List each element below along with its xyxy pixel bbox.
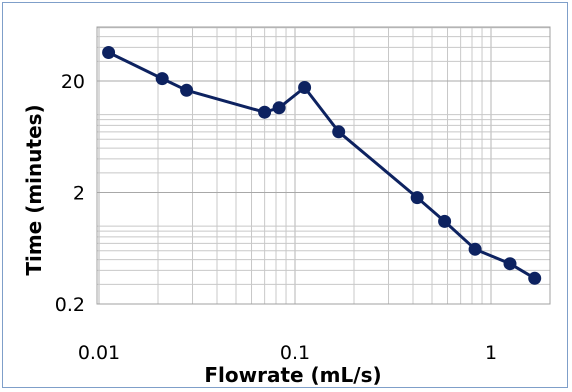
data-point bbox=[332, 125, 346, 139]
data-point bbox=[438, 214, 452, 228]
series bbox=[102, 46, 542, 285]
y-axis-title: Time (minutes) bbox=[22, 104, 46, 275]
data-point bbox=[298, 81, 312, 94]
data-point bbox=[528, 271, 542, 285]
data-point bbox=[468, 242, 482, 256]
data-point bbox=[102, 46, 116, 59]
data-point bbox=[410, 191, 424, 205]
data-point bbox=[503, 257, 517, 271]
x-axis-title: Flowrate (mL/s) bbox=[204, 363, 381, 387]
y-tick-label: 0.2 bbox=[55, 294, 85, 316]
data-point bbox=[272, 101, 286, 115]
plot-area-border bbox=[96, 26, 551, 305]
y-tick-label: 20 bbox=[61, 71, 85, 93]
data-point bbox=[180, 83, 194, 97]
x-tick-label: 0.01 bbox=[78, 342, 120, 364]
x-tick-label: 0.1 bbox=[280, 342, 310, 364]
grid bbox=[97, 27, 551, 305]
data-point bbox=[258, 105, 272, 119]
x-tick-label: 1 bbox=[485, 342, 497, 364]
chart-frame bbox=[2, 2, 568, 388]
data-point bbox=[155, 72, 169, 86]
tick-labels: 0.01 0.1 1 0.2 2 20 bbox=[55, 71, 497, 364]
y-tick-label: 2 bbox=[73, 183, 85, 205]
